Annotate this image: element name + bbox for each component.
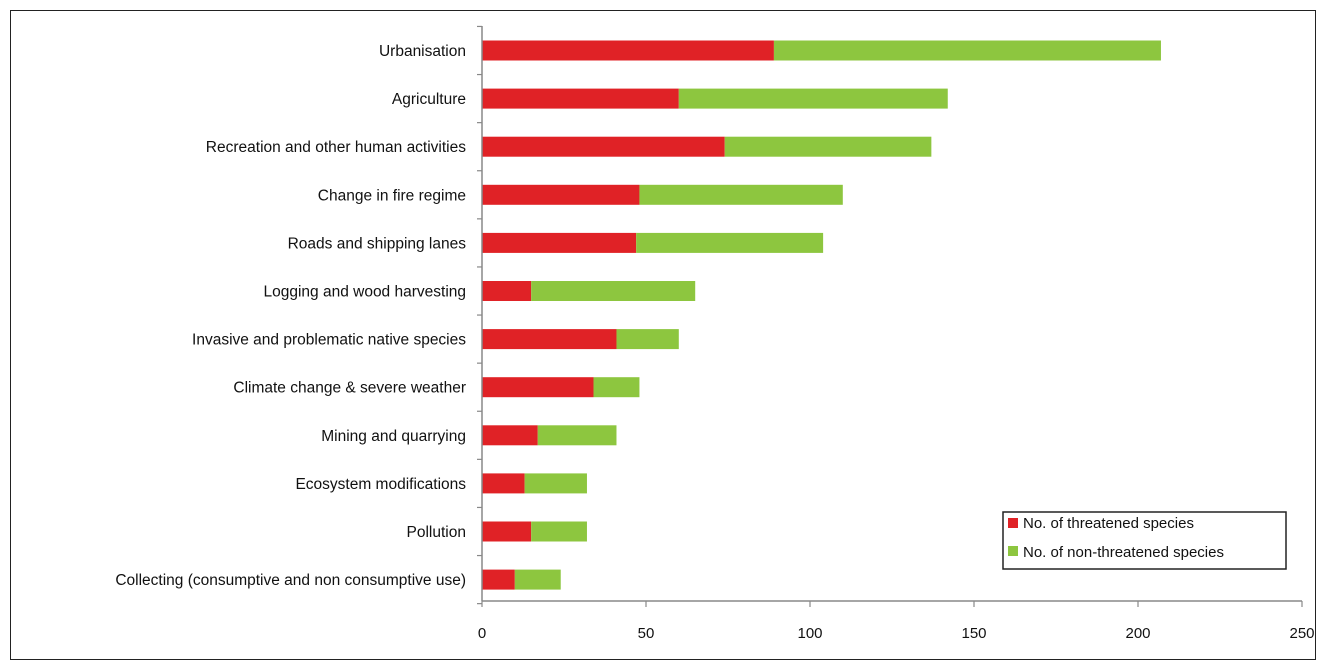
- category-label: Roads and shipping lanes: [288, 235, 467, 252]
- bar-non-threatened-6: [616, 329, 679, 350]
- bar-non-threatened-5: [531, 281, 696, 301]
- bar-threatened-10: [482, 521, 532, 542]
- bar-threatened-0: [482, 40, 774, 61]
- category-label: Mining and quarrying: [321, 428, 466, 445]
- bar-non-threatened-9: [524, 473, 587, 494]
- legend-label-non-threatened: No. of non-threatened species: [1023, 544, 1224, 561]
- bar-non-threatened-10: [531, 521, 587, 542]
- bar-non-threatened-3: [639, 184, 843, 205]
- legend-swatch-threatened: [1008, 518, 1018, 528]
- x-tick-label: 0: [478, 625, 486, 642]
- category-label: Collecting (consumptive and non consumpt…: [115, 572, 466, 589]
- category-label: Recreation and other human activities: [206, 139, 466, 156]
- bar-threatened-4: [482, 232, 637, 253]
- bar-threatened-7: [482, 377, 594, 398]
- x-tick-label: 100: [797, 625, 822, 642]
- bar-threatened-6: [482, 329, 617, 350]
- category-label: Change in fire regime: [318, 187, 466, 204]
- category-label: Invasive and problematic native species: [192, 332, 466, 349]
- category-label: Pollution: [407, 524, 466, 541]
- legend-swatch-non-threatened: [1008, 546, 1018, 556]
- axes-layer: 0 50 100 150 200 250: [477, 25, 1315, 642]
- bars-layer: [482, 40, 1161, 590]
- stacked-bar-chart: 0 50 100 150 200 250 Urbanisation Agriculture R…: [115, 25, 1315, 642]
- bar-threatened-5: [482, 281, 532, 301]
- bar-threatened-9: [482, 473, 525, 494]
- legend: No. of threatened species No. of non-thr…: [1002, 511, 1287, 570]
- legend-box: [1002, 511, 1287, 570]
- x-tick-label: 50: [638, 625, 655, 642]
- legend-label-threatened: No. of threatened species: [1023, 515, 1194, 532]
- bar-non-threatened-2: [724, 136, 932, 157]
- bar-non-threatened-4: [636, 232, 824, 253]
- category-label: Logging and wood harvesting: [263, 284, 466, 301]
- category-label: Ecosystem modifications: [295, 476, 466, 493]
- bar-threatened-11: [482, 569, 515, 590]
- bar-threatened-8: [482, 425, 538, 446]
- bar-threatened-1: [482, 88, 679, 109]
- bar-threatened-2: [482, 136, 725, 157]
- bar-threatened-3: [482, 184, 640, 205]
- category-label: Agriculture: [392, 91, 466, 108]
- bar-non-threatened-8: [537, 425, 617, 446]
- category-labels: Urbanisation Agriculture Recreation and ot…: [115, 43, 466, 589]
- bar-non-threatened-7: [593, 377, 640, 398]
- bar-non-threatened-1: [678, 88, 948, 109]
- category-label: Urbanisation: [379, 43, 466, 60]
- x-tick-label: 250: [1289, 625, 1314, 642]
- x-tick-label: 150: [961, 625, 986, 642]
- bar-non-threatened-11: [514, 569, 561, 590]
- bar-non-threatened-0: [773, 40, 1161, 61]
- category-label: Climate change & severe weather: [233, 380, 466, 397]
- x-tick-label: 200: [1125, 625, 1150, 642]
